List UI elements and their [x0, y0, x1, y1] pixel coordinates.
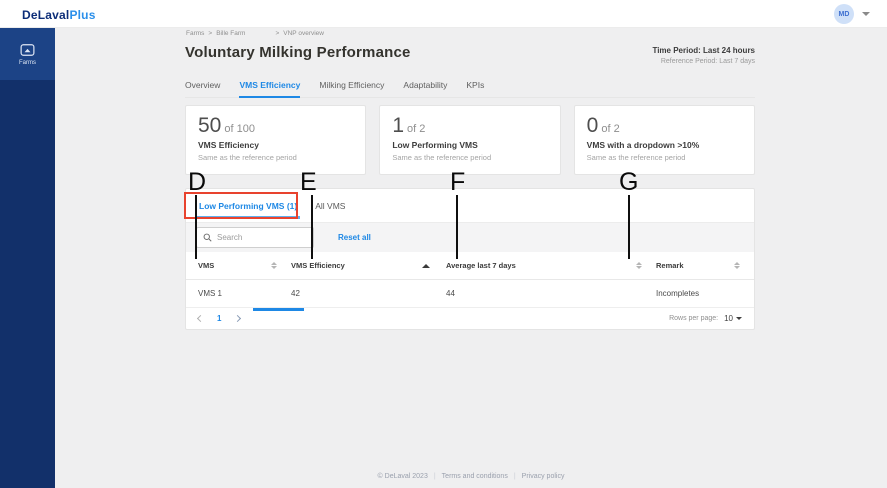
annotation-line-g [628, 195, 630, 259]
stat-card-vms-efficiency: 50 of 100 VMS Efficiency Same as the refe… [185, 105, 367, 175]
cell-average-last-7-days: 44 [446, 289, 455, 298]
pagination-page-1[interactable]: 1 [217, 314, 222, 323]
avatar-dropdown-caret-icon[interactable] [862, 12, 870, 16]
stat-subtext: Same as the reference period [198, 153, 297, 162]
table-scrollbar-thumb[interactable] [253, 308, 304, 311]
annotation-red-highlight-box [184, 192, 298, 219]
page-footer: © DeLaval 2023 | Terms and conditions | Priv… [55, 473, 887, 480]
stat-card-vms-dropdown: 0 of 2 VMS with a dropdown >10% Same as t… [573, 105, 755, 175]
search-box[interactable] [196, 227, 314, 248]
time-period-block: Time Period: Last 24 hours Reference Per… [185, 46, 755, 65]
stat-value: 50 of 100 [198, 114, 255, 137]
sort-icon[interactable] [734, 262, 740, 269]
rows-per-page-control: Rows per page: 10 [669, 314, 742, 323]
tab-vms-efficiency[interactable]: VMS Efficiency [239, 80, 301, 98]
tab-kpis[interactable]: KPIs [466, 80, 485, 90]
column-header-average-last-7-days[interactable]: Average last 7 days [434, 261, 644, 270]
table-header-row: VMS VMS Efficiency Average last 7 days R… [186, 252, 754, 280]
farms-icon [20, 43, 35, 56]
chevron-down-icon [736, 317, 742, 320]
user-avatar[interactable]: MD [834, 4, 854, 24]
breadcrumb: Farms > Bille Farm > VNP overview [186, 30, 324, 37]
stat-subtext: Same as the reference period [392, 153, 492, 162]
annotation-letter-e: E [300, 168, 317, 196]
annotation-line-e [311, 195, 313, 259]
stat-label: Low Performing VMS [392, 140, 478, 150]
sidebar-item-farms[interactable]: Farms [0, 28, 55, 80]
pagination-next-icon[interactable] [234, 314, 242, 323]
stat-of: of 2 [601, 123, 620, 135]
rows-per-page-label: Rows per page: [669, 315, 719, 322]
stat-card-low-performing-vms: 1 of 2 Low Performing VMS Same as the ref… [379, 105, 561, 175]
tab-adaptability[interactable]: Adaptability [403, 80, 448, 90]
copyright-text: © DeLaval 2023 [377, 473, 428, 480]
annotation-letter-d: D [188, 168, 207, 196]
reference-period-text: Reference Period: Last 7 days [660, 58, 755, 65]
breadcrumb-bille-farm[interactable]: Bille Farm [216, 30, 246, 37]
tab-all-vms[interactable]: All VMS [315, 200, 346, 211]
stat-label: VMS Efficiency [198, 140, 259, 150]
logo-delaval-text: DeLaval [22, 8, 70, 22]
breadcrumb-vnp-overview[interactable]: VNP overview [283, 30, 324, 37]
time-period-text: Time Period: Last 24 hours [652, 46, 755, 55]
table-pagination: 1 Rows per page: 10 [186, 308, 754, 329]
search-icon [203, 233, 212, 242]
footer-divider: | [513, 473, 516, 480]
cell-vms: VMS 1 [198, 289, 223, 298]
pagination-previous-icon[interactable] [196, 314, 205, 323]
terms-link[interactable]: Terms and conditions [441, 473, 508, 480]
tab-overview[interactable]: Overview [185, 80, 221, 90]
top-header-bar: DeLavalPlus MD [0, 0, 887, 28]
sort-icon[interactable] [636, 262, 642, 269]
annotation-letter-g: G [619, 168, 639, 196]
table-toolbar: Reset all [186, 222, 754, 252]
breadcrumb-separator: > [208, 30, 213, 37]
cell-vms-efficiency: 42 [291, 289, 300, 298]
column-header-remark[interactable]: Remark [644, 261, 754, 270]
stat-subtext: Same as the reference period [586, 153, 686, 162]
cell-remark: Incompletes [656, 289, 700, 298]
sort-icon[interactable] [271, 262, 277, 269]
stat-of: of 100 [224, 123, 255, 135]
privacy-link[interactable]: Privacy policy [521, 473, 565, 480]
page-title: Voluntary Milking Performance [185, 44, 411, 61]
search-input[interactable] [217, 233, 301, 242]
sidebar-item-label: Farms [19, 59, 36, 66]
rows-per-page-select[interactable]: 10 [724, 314, 742, 323]
annotation-line-d [195, 195, 197, 259]
breadcrumb-separator: > [275, 30, 280, 37]
footer-divider: | [433, 473, 436, 480]
reset-all-link[interactable]: Reset all [338, 233, 371, 242]
column-header-vms-efficiency[interactable]: VMS Efficiency [279, 261, 434, 270]
breadcrumb-farms[interactable]: Farms [186, 30, 205, 37]
sort-ascending-icon[interactable] [422, 263, 430, 268]
logo-plus-text: Plus [69, 8, 96, 22]
annotation-letter-f: F [450, 168, 466, 196]
page-tab-bar: Overview VMS Efficiency Milking Efficien… [185, 80, 755, 98]
table-row[interactable]: VMS 1 42 44 Incompletes [186, 280, 754, 308]
left-sidebar: Farms [0, 28, 55, 488]
stat-cards-row: 50 of 100 VMS Efficiency Same as the refe… [185, 105, 755, 175]
stat-label: VMS with a dropdown >10% [586, 140, 700, 150]
annotation-line-f [456, 195, 458, 259]
column-header-vms[interactable]: VMS [186, 261, 279, 270]
stat-value: 1 of 2 [392, 114, 426, 137]
stat-value: 0 of 2 [586, 114, 620, 137]
delaval-plus-logo[interactable]: DeLavalPlus [22, 8, 96, 22]
stat-of: of 2 [407, 123, 426, 135]
tab-milking-efficiency[interactable]: Milking Efficiency [319, 80, 385, 90]
vms-table-card: Low Performing VMS (1) All VMS Reset all… [185, 188, 755, 330]
